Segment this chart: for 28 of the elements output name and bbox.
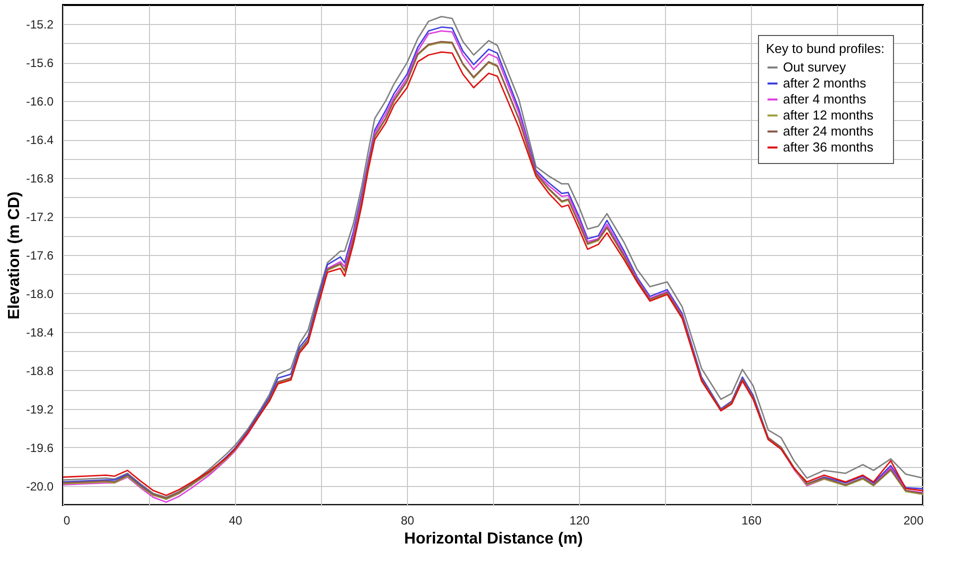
x-tick-label: 80 xyxy=(400,514,414,528)
y-tick-label: -16.0 xyxy=(26,94,54,109)
y-tick-label: -19.6 xyxy=(26,440,54,455)
y-tick-label: -17.2 xyxy=(26,210,54,224)
y-tick-label: -15.6 xyxy=(26,56,54,70)
y-tick-label: -18.4 xyxy=(26,325,54,340)
y-tick-label: -18.0 xyxy=(26,286,54,301)
x-tick-label: 0 xyxy=(64,514,70,528)
legend-title: Key to bund profiles: xyxy=(766,41,885,56)
x-axis-title: Horizontal Distance (m) xyxy=(404,530,583,548)
legend-label: after 36 months xyxy=(783,140,874,154)
x-tick-label: 160 xyxy=(741,514,762,528)
y-tick-label: -20.0 xyxy=(26,479,54,494)
x-tick-label: 120 xyxy=(569,514,590,528)
y-tick-label: -16.4 xyxy=(26,133,54,148)
y-tick-label: -19.2 xyxy=(26,402,54,416)
legend-label: after 24 months xyxy=(783,124,874,138)
legend-label: after 4 months xyxy=(783,92,867,106)
y-tick-label: -18.8 xyxy=(26,364,54,378)
y-axis-title: Elevation (m CD) xyxy=(6,191,24,320)
legend-label: after 2 months xyxy=(783,76,867,90)
x-tick-label: 40 xyxy=(228,514,242,528)
legend-label: after 12 months xyxy=(783,108,874,122)
legend-label: Out survey xyxy=(783,60,846,74)
y-tick-label: -16.8 xyxy=(26,172,54,186)
y-tick-label: -15.2 xyxy=(26,18,54,32)
x-tick-label: 200 xyxy=(903,514,924,528)
y-tick-label: -17.6 xyxy=(26,248,54,262)
